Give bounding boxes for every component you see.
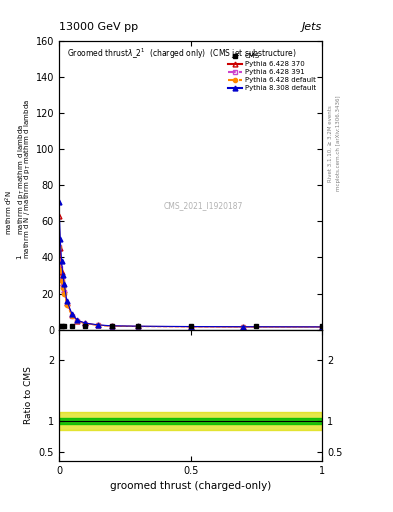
Y-axis label: Ratio to CMS: Ratio to CMS [24, 366, 33, 424]
Text: 13000 GeV pp: 13000 GeV pp [59, 23, 138, 32]
Text: 1
mathrm d N / mathrm d p$_T$ mathrm d lambda: 1 mathrm d N / mathrm d p$_T$ mathrm d l… [16, 99, 33, 259]
Text: Groomed thrust$\lambda\_2^1$  (charged only)  (CMS jet substructure): Groomed thrust$\lambda\_2^1$ (charged on… [67, 47, 297, 61]
Legend: CMS, Pythia 6.428 370, Pythia 6.428 391, Pythia 6.428 default, Pythia 8.308 defa: CMS, Pythia 6.428 370, Pythia 6.428 391,… [226, 50, 319, 94]
Text: CMS_2021_I1920187: CMS_2021_I1920187 [164, 201, 243, 210]
Text: Rivet 3.1.10, ≥ 3.2M events: Rivet 3.1.10, ≥ 3.2M events [328, 105, 333, 182]
Text: Jets: Jets [302, 23, 322, 32]
X-axis label: groomed thrust (charged-only): groomed thrust (charged-only) [110, 481, 271, 491]
Text: mathrm d$^2$N
mathrm d p$_T$ mathrm d lambda: mathrm d$^2$N mathrm d p$_T$ mathrm d la… [4, 123, 27, 235]
Text: mcplots.cern.ch [arXiv:1306.3436]: mcplots.cern.ch [arXiv:1306.3436] [336, 96, 341, 191]
